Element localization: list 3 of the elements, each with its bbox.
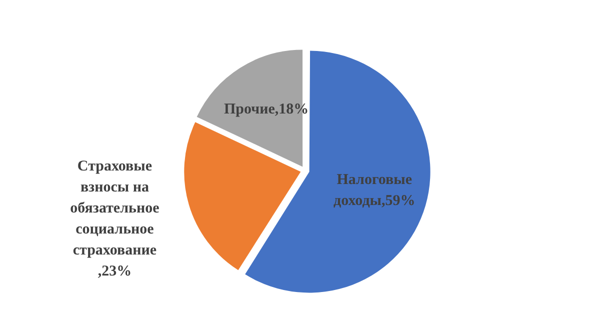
slice-label: Налоговые доходы,59% — [333, 172, 416, 210]
slice-label: Страховые взносы на обязательное социальное страхование — [70, 158, 160, 259]
data-label: ,23% — [98, 264, 132, 280]
